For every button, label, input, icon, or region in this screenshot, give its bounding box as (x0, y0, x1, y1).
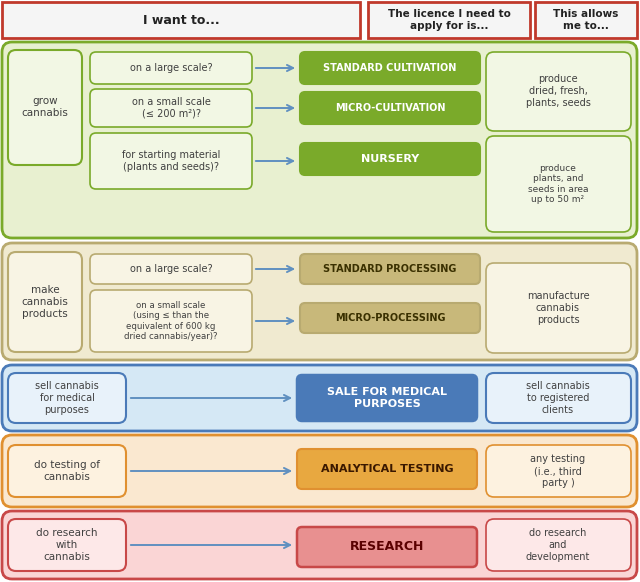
FancyBboxPatch shape (2, 42, 637, 238)
FancyBboxPatch shape (486, 445, 631, 497)
Text: sell cannabis
to registered
clients: sell cannabis to registered clients (526, 381, 590, 414)
Text: sell cannabis
for medical
purposes: sell cannabis for medical purposes (35, 381, 99, 414)
FancyBboxPatch shape (297, 375, 477, 421)
FancyBboxPatch shape (8, 50, 82, 165)
Text: do research
with
cannabis: do research with cannabis (36, 528, 98, 562)
Text: The licence I need to
apply for is...: The licence I need to apply for is... (388, 9, 511, 31)
Text: This allows
me to...: This allows me to... (554, 9, 619, 31)
Text: any testing
(i.e., third
party ): any testing (i.e., third party ) (531, 455, 586, 488)
Text: on a large scale?: on a large scale? (130, 63, 212, 73)
Text: RESEARCH: RESEARCH (350, 541, 424, 553)
Text: do research
and
development: do research and development (526, 528, 590, 562)
FancyBboxPatch shape (486, 52, 631, 131)
Text: produce
dried, fresh,
plants, seeds: produce dried, fresh, plants, seeds (525, 74, 591, 108)
Text: NURSERY: NURSERY (361, 154, 419, 164)
Text: STANDARD PROCESSING: STANDARD PROCESSING (323, 264, 457, 274)
FancyBboxPatch shape (2, 243, 637, 360)
Text: produce
plants, and
seeds in area
up to 50 m²: produce plants, and seeds in area up to … (528, 164, 588, 204)
FancyBboxPatch shape (300, 303, 480, 333)
Bar (535, 2, 637, 38)
FancyBboxPatch shape (8, 373, 126, 423)
Text: SALE FOR MEDICAL
PURPOSES: SALE FOR MEDICAL PURPOSES (327, 387, 447, 409)
FancyBboxPatch shape (486, 373, 631, 423)
Text: MICRO-CULTIVATION: MICRO-CULTIVATION (335, 103, 445, 113)
Bar (2, 2, 360, 38)
Text: on a small scale
(≤ 200 m²)?: on a small scale (≤ 200 m²)? (132, 97, 211, 119)
FancyBboxPatch shape (2, 435, 637, 507)
FancyBboxPatch shape (90, 254, 252, 284)
Text: MICRO-PROCESSING: MICRO-PROCESSING (335, 313, 445, 323)
Text: manufacture
cannabis
products: manufacture cannabis products (527, 292, 589, 325)
FancyBboxPatch shape (297, 527, 477, 567)
FancyBboxPatch shape (8, 445, 126, 497)
FancyBboxPatch shape (300, 92, 480, 124)
FancyBboxPatch shape (486, 136, 631, 232)
Text: for starting material
(plants and seeds)?: for starting material (plants and seeds)… (122, 150, 220, 172)
FancyBboxPatch shape (90, 290, 252, 352)
Text: grow
cannabis: grow cannabis (22, 96, 68, 118)
Text: on a large scale?: on a large scale? (130, 264, 212, 274)
Text: STANDARD CULTIVATION: STANDARD CULTIVATION (323, 63, 457, 73)
FancyBboxPatch shape (486, 519, 631, 571)
FancyBboxPatch shape (90, 89, 252, 127)
FancyBboxPatch shape (486, 263, 631, 353)
FancyBboxPatch shape (2, 365, 637, 431)
FancyBboxPatch shape (300, 143, 480, 175)
FancyBboxPatch shape (90, 52, 252, 84)
FancyBboxPatch shape (300, 254, 480, 284)
FancyBboxPatch shape (300, 52, 480, 84)
FancyBboxPatch shape (8, 252, 82, 352)
FancyBboxPatch shape (297, 449, 477, 489)
Text: make
cannabis
products: make cannabis products (22, 285, 68, 318)
FancyBboxPatch shape (8, 519, 126, 571)
FancyBboxPatch shape (2, 511, 637, 579)
Bar (368, 2, 530, 38)
Text: I want to...: I want to... (143, 13, 220, 27)
Text: on a small scale
(using ≤ than the
equivalent of 600 kg
dried cannabis/year)?: on a small scale (using ≤ than the equiv… (124, 301, 218, 341)
FancyBboxPatch shape (90, 133, 252, 189)
Text: ANALYTICAL TESTING: ANALYTICAL TESTING (321, 464, 453, 474)
Text: do testing of
cannabis: do testing of cannabis (34, 460, 100, 482)
